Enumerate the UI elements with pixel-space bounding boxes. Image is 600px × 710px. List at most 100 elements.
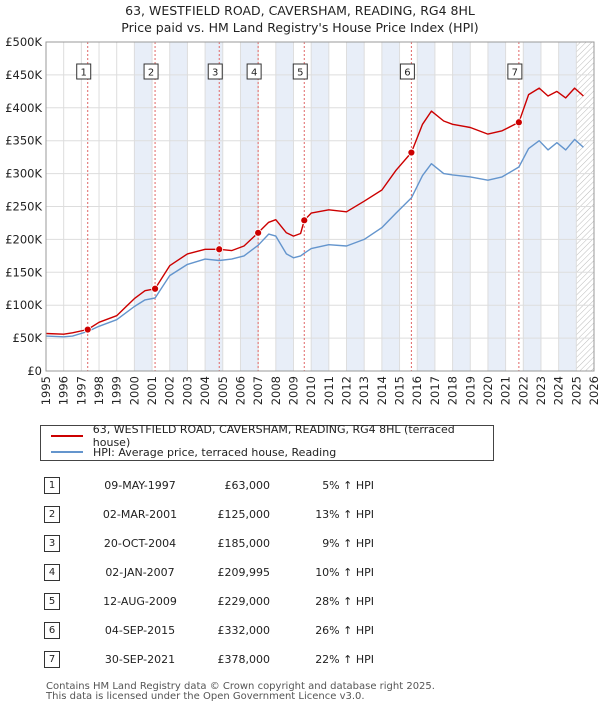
sale-hpi-diff: 26% ↑ HPI — [315, 624, 374, 637]
sale-price: £378,000 — [217, 653, 271, 666]
sale-number-badge: 5 — [44, 593, 60, 610]
sale-label-number: 5 — [297, 68, 303, 79]
y-tick-label: £250K — [5, 200, 42, 214]
x-tick-label: 2003 — [180, 376, 194, 405]
sale-number-badge: 3 — [44, 535, 60, 552]
chart-title-address: 63, WESTFIELD ROAD, CAVERSHAM, READING, … — [125, 3, 475, 18]
sale-hpi-diff: 13% ↑ HPI — [315, 508, 374, 521]
x-tick-label: 2006 — [233, 376, 247, 405]
sale-hpi-diff: 10% ↑ HPI — [315, 566, 374, 579]
sale-label-number: 7 — [512, 68, 518, 79]
footer-copyright: Contains HM Land Registry data © Crown c… — [46, 681, 435, 692]
y-tick-label: £400K — [5, 101, 42, 115]
x-tick-label: 2002 — [163, 376, 177, 405]
x-tick-label: 2011 — [322, 376, 336, 405]
sale-label-box — [207, 63, 223, 80]
x-tick-label: 2026 — [587, 376, 600, 405]
y-tick-label: £450K — [5, 68, 42, 82]
sale-point — [514, 118, 523, 127]
table-row: 5 12-AUG-2009 £229,000 28% ↑ HPI — [44, 587, 374, 616]
sale-point — [300, 216, 309, 225]
x-tick-label: 2010 — [304, 376, 318, 405]
sale-date: 09-MAY-1997 — [104, 479, 176, 492]
sale-hpi-diff: 9% ↑ HPI — [322, 537, 374, 550]
legend-label-property: 63, WESTFIELD ROAD, CAVERSHAM, READING, … — [92, 423, 455, 449]
sales-table: 1 09-MAY-1997 £63,000 5% ↑ HPI 2 02-MAR-… — [44, 471, 374, 674]
sale-point — [254, 228, 263, 237]
x-tick-label: 2018 — [446, 376, 460, 405]
sale-label-box — [246, 63, 262, 80]
x-tick-label: 2015 — [393, 376, 407, 405]
sale-label-number: 2 — [148, 68, 154, 79]
sale-label-box — [507, 63, 523, 80]
sale-label-number: 1 — [81, 68, 87, 79]
y-tick-label: £500K — [5, 35, 42, 49]
sale-label-number: 4 — [251, 68, 257, 79]
sale-number-badge: 1 — [44, 477, 60, 494]
chart-legend: 63, WESTFIELD ROAD, CAVERSHAM, READING, … — [40, 423, 494, 461]
y-tick-label: £300K — [5, 167, 42, 181]
sale-label-box — [76, 63, 92, 80]
x-tick-label: 2000 — [127, 376, 141, 405]
sale-point — [83, 325, 92, 334]
sale-price: £185,000 — [217, 537, 271, 550]
x-tick-label: 2014 — [375, 376, 389, 405]
sale-price: £332,000 — [217, 624, 271, 637]
table-row: 7 30-SEP-2021 £378,000 22% ↑ HPI — [44, 645, 374, 674]
sale-point — [151, 284, 159, 293]
y-tick-label: £350K — [5, 134, 42, 148]
sale-label-number: 6 — [404, 68, 410, 79]
y-tick-label: £50K — [13, 331, 43, 345]
sale-date: 12-AUG-2009 — [103, 595, 177, 608]
legend-label-hpi: HPI: Average price, terraced house, Read… — [93, 445, 337, 459]
attribution-footer: Contains HM Land Registry data © Crown c… — [46, 682, 435, 702]
x-tick-label: 2007 — [251, 376, 265, 405]
x-tick-label: 2016 — [410, 376, 424, 405]
table-row: 1 09-MAY-1997 £63,000 5% ↑ HPI — [44, 471, 374, 500]
table-row: 3 20-OCT-2004 £185,000 9% ↑ HPI — [44, 529, 374, 558]
x-tick-label: 2012 — [340, 376, 354, 405]
sale-label-box — [292, 63, 308, 80]
y-tick-label: £0 — [27, 364, 42, 378]
x-tick-label: 2020 — [481, 376, 495, 405]
plot-frame — [45, 41, 595, 372]
sale-price: £229,000 — [217, 595, 271, 608]
legend-swatch-hpi — [51, 451, 83, 453]
sale-hpi-diff: 5% ↑ HPI — [322, 479, 374, 492]
sale-date: 30-SEP-2021 — [104, 653, 176, 666]
y-tick-label: £150K — [5, 265, 42, 279]
y-tick-label: £100K — [5, 298, 42, 312]
x-tick-label: 2017 — [428, 376, 442, 405]
x-tick-label: 2019 — [463, 376, 477, 405]
legend-item-hpi: HPI: Average price, terraced house, Read… — [51, 444, 336, 460]
x-tick-label: 1995 — [39, 376, 53, 405]
sale-date: 02-MAR-2001 — [102, 508, 178, 521]
sale-label-box — [143, 63, 159, 80]
x-tick-label: 2005 — [216, 376, 230, 405]
table-row: 6 04-SEP-2015 £332,000 26% ↑ HPI — [44, 616, 374, 645]
sale-label-box — [399, 63, 415, 80]
chart-subtitle: Price paid vs. HM Land Registry's House … — [121, 20, 479, 35]
sale-number-badge: 2 — [44, 506, 60, 523]
x-tick-label: 2013 — [357, 376, 371, 405]
x-tick-label: 2022 — [516, 376, 530, 405]
table-row: 4 02-JAN-2007 £209,995 10% ↑ HPI — [44, 558, 374, 587]
table-row: 2 02-MAR-2001 £125,000 13% ↑ HPI — [44, 500, 374, 529]
sale-number-badge: 6 — [44, 622, 60, 639]
sale-date: 02-JAN-2007 — [105, 566, 175, 579]
x-tick-label: 2001 — [145, 376, 159, 405]
sale-hpi-diff: 22% ↑ HPI — [315, 653, 374, 666]
x-tick-label: 1996 — [57, 376, 71, 405]
x-tick-label: 2025 — [569, 376, 583, 405]
sale-number-badge: 7 — [44, 651, 60, 668]
hpi-line — [45, 138, 584, 338]
sale-number-badge: 4 — [44, 564, 60, 581]
legend-item-property: 63, WESTFIELD ROAD, CAVERSHAM, READING, … — [51, 423, 493, 449]
sale-label-number: 3 — [212, 68, 218, 79]
legend-swatch-property — [51, 435, 83, 437]
x-tick-label: 2009 — [286, 376, 300, 405]
sale-hpi-diff: 28% ↑ HPI — [315, 595, 374, 608]
sale-price: £125,000 — [217, 508, 271, 521]
x-tick-label: 2021 — [499, 376, 513, 405]
footer-licence: This data is licensed under the Open Gov… — [46, 691, 365, 702]
